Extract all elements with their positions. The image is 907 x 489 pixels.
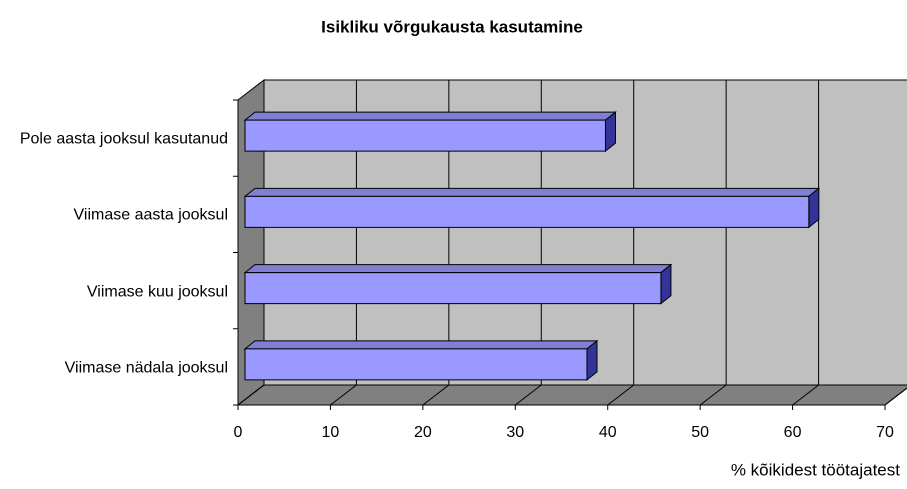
bar-front [244, 348, 588, 381]
x-tick-label: 10 [322, 424, 340, 441]
floor-grid-line [514, 384, 542, 406]
y-tick-label: Viimase kuu jooksul [86, 283, 228, 301]
bar [243, 339, 599, 381]
bar [243, 111, 617, 153]
y-tick-label: Pole aasta jooksul kasutanud [19, 130, 228, 148]
x-tick-label: 30 [506, 424, 524, 441]
floor-grid-line [607, 384, 635, 406]
bar-top [243, 111, 617, 121]
bar [243, 187, 821, 229]
bar-front [244, 195, 810, 228]
x-tick-label: 40 [599, 424, 617, 441]
floor [236, 384, 907, 406]
floor-grid-line [237, 384, 265, 406]
x-tick-label: 70 [876, 424, 894, 441]
bar-front [244, 272, 662, 305]
bar-top [243, 340, 599, 350]
bar-front [244, 119, 606, 152]
y-tick-label: Viimase aasta jooksul [73, 206, 228, 224]
x-tick-label: 60 [784, 424, 802, 441]
x-tick-label: 20 [414, 424, 432, 441]
bar [243, 263, 673, 305]
floor-grid-line [792, 384, 819, 406]
floor-grid-line [699, 384, 727, 406]
x-tick-label: 50 [691, 424, 709, 441]
x-tick-label: 0 [234, 424, 243, 441]
x-axis-title: % kõikidest töötajatest [731, 460, 900, 479]
floor-grid-line [422, 384, 450, 406]
bar-top [243, 264, 673, 274]
chart-title: Isikliku võrgukausta kasutamine [321, 17, 583, 36]
floor-grid-line [330, 384, 357, 406]
bar-top [243, 187, 821, 197]
y-tick-label: Viimase nädala jooksul [64, 359, 228, 377]
